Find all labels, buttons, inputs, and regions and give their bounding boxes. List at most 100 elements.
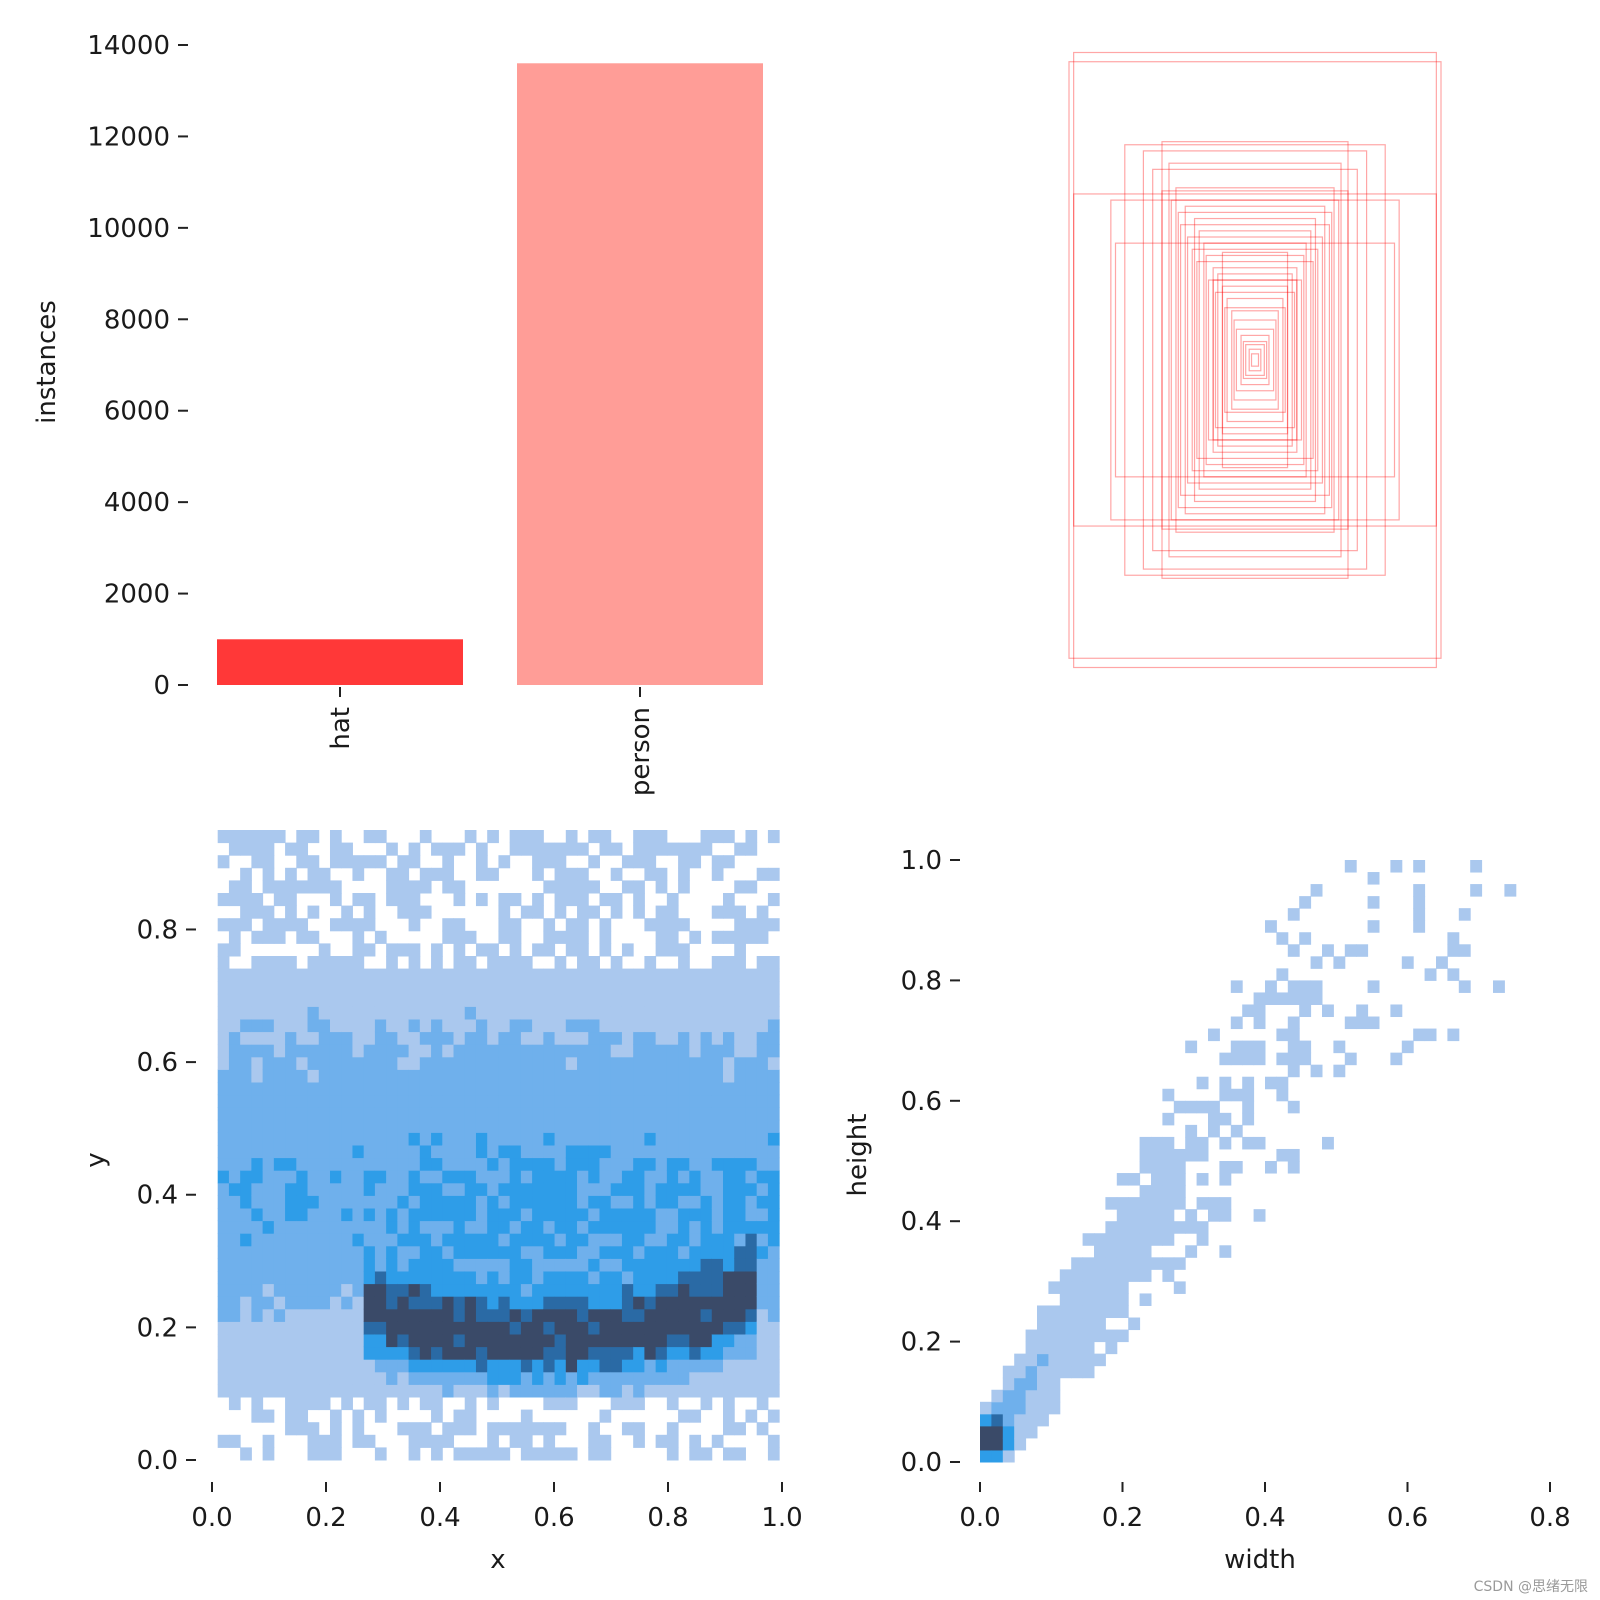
xy-cell [610, 1346, 623, 1360]
xy-cell [577, 1283, 589, 1297]
xy-cell [565, 930, 578, 944]
xy-cell [633, 1422, 645, 1436]
wh-cell [1082, 1365, 1095, 1379]
xy-cell [565, 1334, 578, 1348]
xy-cell [240, 1119, 252, 1133]
xy-cell [745, 1308, 758, 1322]
xy-cell [633, 1371, 645, 1385]
xy-cell [374, 1019, 387, 1033]
xy-cell [318, 1321, 331, 1335]
wh-cell [1139, 1148, 1152, 1162]
xy-cell [532, 1145, 544, 1159]
xy-cell [745, 981, 758, 995]
xy-cell [363, 1271, 376, 1285]
xy-cell [532, 830, 544, 844]
wh-cell [1162, 1088, 1175, 1102]
xy-cell [520, 1447, 533, 1461]
wh-cell [1128, 1221, 1141, 1234]
xy-cell [352, 1409, 365, 1423]
xy-cell [475, 1233, 488, 1247]
wh-cell [1105, 1281, 1118, 1294]
xy-cell [442, 1082, 455, 1096]
xy-cell [554, 1271, 567, 1285]
xy-cell [655, 1082, 668, 1096]
xy-cell [408, 1258, 421, 1272]
xy-cell [520, 1044, 533, 1058]
xy-cell [251, 956, 264, 970]
xy-cell [386, 1107, 398, 1121]
xy-cell [621, 880, 634, 894]
wh-cell [1105, 1257, 1118, 1270]
xy-cell [296, 1019, 309, 1033]
wh-cell [1356, 1016, 1369, 1030]
wh-cell [1014, 1377, 1027, 1391]
xy-cell [734, 1107, 746, 1121]
xy-cell [228, 1434, 241, 1448]
xy-cell [610, 1082, 623, 1096]
xy-cell [565, 893, 578, 907]
xy-cell [565, 1258, 578, 1272]
xy-cell [543, 1447, 556, 1461]
xy-cell [655, 1308, 668, 1322]
xy-cell [655, 842, 668, 856]
wh-cell [1162, 1197, 1175, 1210]
xy-cell [442, 1031, 455, 1045]
xy-cell [498, 1044, 511, 1058]
xy-cell [442, 1271, 455, 1285]
xy-cell [498, 1182, 511, 1196]
xy-cell [442, 1145, 455, 1159]
xy-cell [520, 956, 533, 970]
wh-cell [1082, 1353, 1095, 1367]
wh-cell [1048, 1329, 1061, 1343]
xy-cell [442, 1384, 455, 1398]
xy-cell [285, 1006, 297, 1020]
xy-cell [217, 1258, 230, 1272]
xy-cell [767, 1359, 780, 1373]
xy-cell [251, 1334, 264, 1348]
xy-cell [745, 1082, 758, 1096]
xy-cell [352, 893, 365, 907]
xy-cell [723, 1334, 735, 1348]
xy-cell [262, 1044, 275, 1058]
xy-cell [296, 842, 309, 856]
xy-cell [554, 842, 567, 856]
xy-heatmap: 0.0 0.2 0.4 0.6 0.8 1.00.00.20.40.60.8 x y [81, 830, 803, 1575]
xy-cell [442, 1334, 455, 1348]
xy-cell [217, 1346, 230, 1360]
xy-cell [352, 1056, 365, 1070]
xy-cell [431, 1283, 443, 1297]
xy-cell [240, 1208, 252, 1222]
xy-cell [240, 1132, 252, 1146]
wh-cell [1048, 1365, 1061, 1379]
xy-cell [756, 1119, 769, 1133]
wh-cell [1082, 1281, 1095, 1294]
xy-cell [666, 1296, 679, 1310]
xy-cell [228, 1384, 241, 1398]
xy-cell [745, 1069, 758, 1083]
xy-cell [217, 1044, 230, 1058]
xy-cell [296, 1233, 309, 1247]
xy-cell [329, 1107, 342, 1121]
xy-cell [251, 1371, 264, 1385]
xy-cell [599, 1283, 612, 1297]
xy-cell [285, 1233, 297, 1247]
xy-cell [262, 1283, 275, 1297]
xy-cell [633, 1208, 645, 1222]
xy-cell [352, 1371, 365, 1385]
xy-cell [262, 1359, 275, 1373]
xy-cell [240, 993, 252, 1007]
xy-cell [498, 993, 511, 1007]
xy-cell [273, 880, 286, 894]
xy-cell [487, 1271, 499, 1285]
xy-cell [509, 1044, 522, 1058]
xy-cell [285, 905, 297, 919]
xy-cell [262, 1334, 275, 1348]
wh-cell [1094, 1317, 1106, 1331]
xy-cell [296, 1308, 309, 1322]
xy-cell [633, 1082, 645, 1096]
xy-cell [633, 830, 645, 844]
xy-cell [240, 1346, 252, 1360]
xy-cell [599, 1145, 612, 1159]
xy-cell [408, 1132, 421, 1146]
xy-cell [285, 956, 297, 970]
